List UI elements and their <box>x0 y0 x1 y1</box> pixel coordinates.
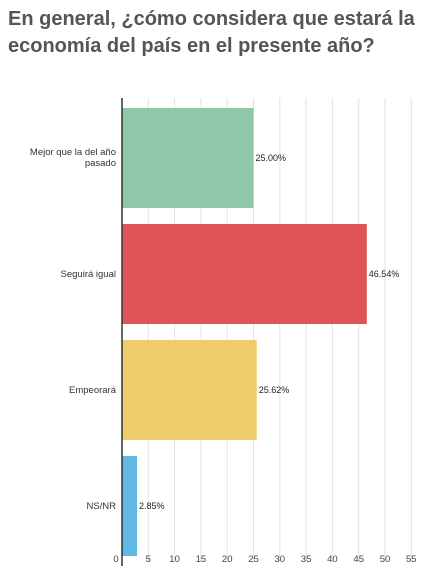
data-label-2: 25.62% <box>259 385 290 395</box>
data-label-0: 25.00% <box>256 153 287 163</box>
chart-title: En general, ¿cómo considera que estará l… <box>8 8 415 57</box>
category-label-0: Mejor que la del año pasado <box>29 147 116 169</box>
x-tick-label-35: 35 <box>301 554 312 565</box>
data-label-1: 46.54% <box>369 269 400 279</box>
x-tick-label-50: 50 <box>380 554 391 565</box>
x-tick-label-0: 0 <box>113 554 118 565</box>
category-label-2: Empeorará <box>69 384 116 396</box>
x-tick-label-25: 25 <box>248 554 259 565</box>
data-label-3: 2.85% <box>139 501 165 511</box>
x-tick-label-30: 30 <box>275 554 286 565</box>
x-tick-label-10: 10 <box>169 554 180 565</box>
x-tick-label-5: 5 <box>146 554 151 565</box>
x-tick-label-40: 40 <box>327 554 338 565</box>
x-tick-label-55: 55 <box>406 554 417 565</box>
bar-3 <box>122 456 137 556</box>
x-tick-label-45: 45 <box>353 554 364 565</box>
category-label-3: NS/NR <box>86 500 116 512</box>
bar-0 <box>122 108 254 208</box>
bar-1 <box>122 224 367 324</box>
x-tick-label-20: 20 <box>222 554 233 565</box>
category-label-1: Seguirá igual <box>60 268 116 280</box>
x-tick-label-15: 15 <box>196 554 207 565</box>
bar-2 <box>122 340 257 440</box>
